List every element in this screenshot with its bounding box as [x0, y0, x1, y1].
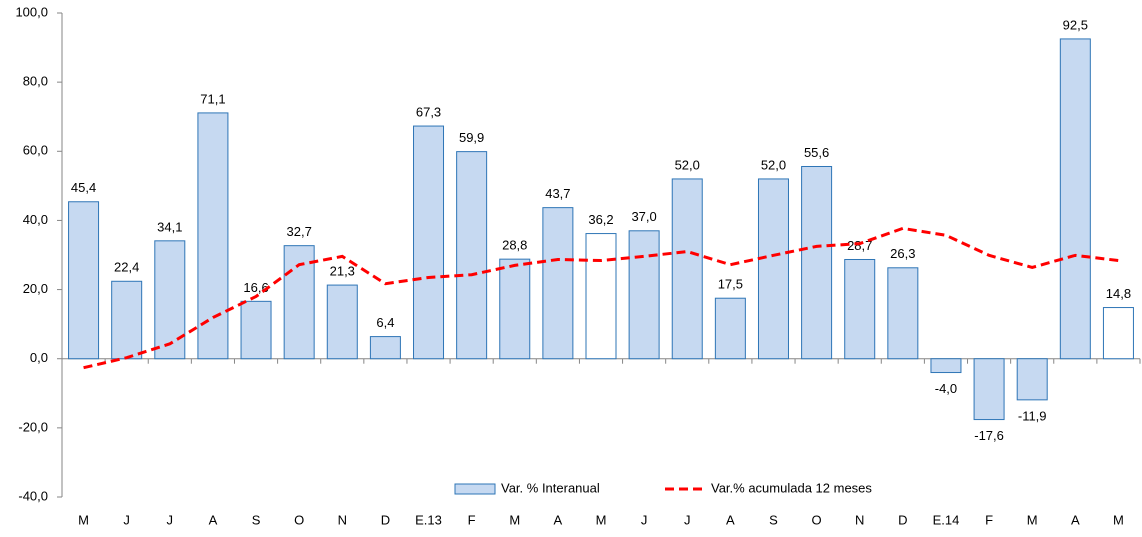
- x-tick-label: N: [855, 512, 864, 527]
- bar: [326, 284, 358, 360]
- data-label: 16,6: [243, 280, 268, 295]
- data-label: 45,4: [71, 180, 96, 195]
- x-tick-label: E.13: [415, 512, 442, 527]
- data-label: 43,7: [545, 186, 570, 201]
- bar: [240, 300, 272, 360]
- bar: [671, 178, 703, 360]
- data-label: 22,4: [114, 260, 139, 275]
- bar: [111, 280, 143, 360]
- x-tick-label: A: [1071, 512, 1080, 527]
- x-tick-label: M: [1113, 512, 1124, 527]
- data-label: 36,2: [588, 212, 613, 227]
- bar: [413, 125, 445, 360]
- x-tick-label: M: [509, 512, 520, 527]
- x-tick-label: D: [381, 512, 390, 527]
- y-tick-label: -40,0: [18, 488, 48, 503]
- data-label: 28,8: [502, 238, 527, 253]
- data-label: 21,3: [330, 264, 355, 279]
- bar: [456, 151, 488, 360]
- x-tick-label: N: [338, 512, 347, 527]
- x-tick-label: J: [684, 512, 691, 527]
- y-tick-label: 100,0: [15, 4, 48, 19]
- bar: [197, 112, 229, 360]
- data-label: 37,0: [631, 209, 656, 224]
- x-tick-label: F: [985, 512, 993, 527]
- bar: [369, 336, 401, 360]
- bar: [973, 358, 1005, 421]
- legend-label: Var. % Interanual: [501, 480, 600, 495]
- x-tick-label: J: [123, 512, 130, 527]
- x-tick-label: M: [1027, 512, 1038, 527]
- y-tick-label: 0,0: [30, 350, 48, 365]
- y-tick-label: 20,0: [23, 281, 48, 296]
- x-tick-label: M: [596, 512, 607, 527]
- x-tick-label: M: [78, 512, 89, 527]
- x-tick-label: S: [769, 512, 778, 527]
- bar: [757, 178, 789, 360]
- bar: [68, 201, 100, 360]
- data-label: 67,3: [416, 104, 441, 119]
- data-label: 52,0: [675, 157, 700, 172]
- data-label: 32,7: [287, 224, 312, 239]
- data-label: 71,1: [200, 91, 225, 106]
- y-tick-label: 60,0: [23, 143, 48, 158]
- bar: [844, 258, 876, 360]
- data-label: 92,5: [1063, 17, 1088, 32]
- line: [83, 226, 1119, 370]
- x-tick-label: A: [726, 512, 735, 527]
- bar: [542, 207, 574, 360]
- x-tick-label: J: [167, 512, 174, 527]
- data-label: 52,0: [761, 157, 786, 172]
- data-label: 26,3: [890, 246, 915, 261]
- x-tick-label: A: [209, 512, 218, 527]
- x-tick-label: O: [812, 512, 822, 527]
- data-label: 59,9: [459, 130, 484, 145]
- bar: [1016, 358, 1048, 401]
- data-label: -4,0: [935, 381, 957, 396]
- data-label: 14,8: [1106, 286, 1131, 301]
- bar: [499, 258, 531, 360]
- data-label: 55,6: [804, 145, 829, 160]
- y-tick-label: 80,0: [23, 74, 48, 89]
- legend-label: Var.% acumulada 12 meses: [711, 480, 872, 495]
- x-tick-label: F: [468, 512, 476, 527]
- data-label: 28,7: [847, 238, 872, 253]
- data-label: 17,5: [718, 277, 743, 292]
- x-tick-label: D: [898, 512, 907, 527]
- data-label: 34,1: [157, 219, 182, 234]
- x-tick-label: J: [641, 512, 648, 527]
- y-tick-label: -20,0: [18, 419, 48, 434]
- x-tick-label: O: [294, 512, 304, 527]
- data-label: -17,6: [974, 428, 1004, 443]
- x-tick-label: S: [252, 512, 261, 527]
- bar: [801, 165, 833, 360]
- bar: [887, 267, 919, 360]
- bar: [714, 297, 746, 360]
- bar: [1102, 307, 1134, 360]
- bar: [585, 233, 617, 360]
- legend-swatch: [454, 483, 496, 495]
- bar: [628, 230, 660, 360]
- bar: [1059, 38, 1091, 360]
- x-tick-label: A: [554, 512, 563, 527]
- y-tick-label: 40,0: [23, 212, 48, 227]
- data-label: -11,9: [1018, 408, 1047, 423]
- x-tick-label: E.14: [933, 512, 960, 527]
- data-label: 6,4: [376, 315, 394, 330]
- bar: [930, 358, 962, 374]
- bar: [154, 240, 186, 360]
